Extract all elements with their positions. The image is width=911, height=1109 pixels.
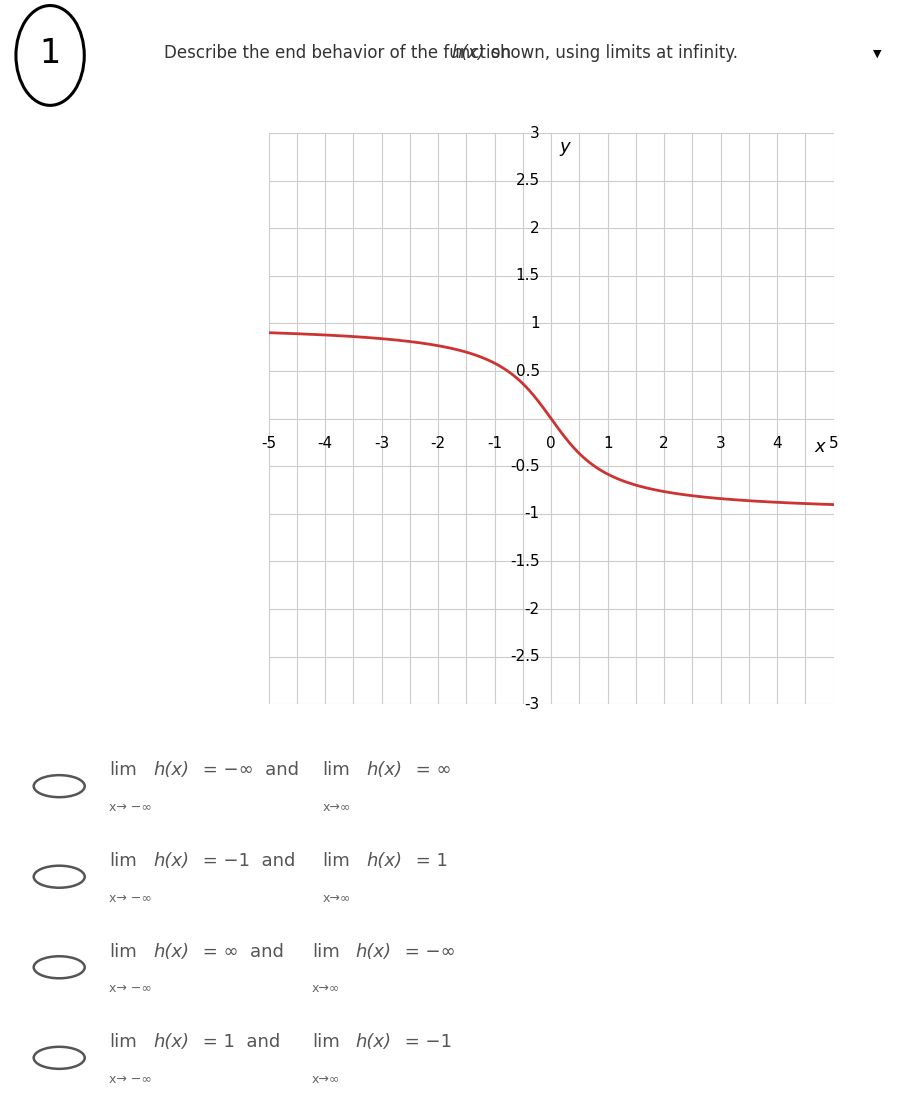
Text: x→∞: x→∞ [312, 983, 341, 996]
Text: lim: lim [109, 762, 137, 780]
Text: -4: -4 [318, 436, 333, 450]
Text: -2.5: -2.5 [510, 649, 540, 664]
Text: h(x): h(x) [451, 44, 485, 62]
Text: x→∞: x→∞ [322, 802, 351, 814]
Text: 0.5: 0.5 [516, 364, 540, 378]
Text: h(x): h(x) [355, 1034, 392, 1051]
Text: 4: 4 [773, 436, 782, 450]
Text: lim: lim [322, 762, 350, 780]
Text: 2: 2 [530, 221, 540, 236]
Text: lim: lim [322, 852, 350, 869]
Text: -5: -5 [261, 436, 276, 450]
Text: = −1  and: = −1 and [197, 852, 307, 869]
Text: = 1: = 1 [410, 852, 448, 869]
Text: 3: 3 [716, 436, 725, 450]
Text: x→∞: x→∞ [312, 1074, 341, 1086]
Text: shown, using limits at infinity.: shown, using limits at infinity. [486, 44, 738, 62]
Text: -3: -3 [374, 436, 389, 450]
Text: Describe the end behavior of the function: Describe the end behavior of the functio… [164, 44, 517, 62]
Text: h(x): h(x) [355, 943, 392, 960]
Text: = −∞  and: = −∞ and [197, 762, 311, 780]
Text: 2.5: 2.5 [516, 173, 540, 189]
Text: -3: -3 [525, 696, 540, 712]
Text: 1.5: 1.5 [516, 268, 540, 284]
Text: = 1  and: = 1 and [197, 1034, 292, 1051]
Text: h(x): h(x) [153, 852, 189, 869]
Text: 0: 0 [547, 436, 556, 450]
Text: -1: -1 [525, 507, 540, 521]
Text: 3: 3 [530, 125, 540, 141]
Text: = −1: = −1 [399, 1034, 453, 1051]
Text: y: y [559, 138, 570, 156]
Text: x: x [814, 438, 824, 456]
Text: = ∞: = ∞ [410, 762, 452, 780]
Text: lim: lim [312, 943, 340, 960]
Text: 1: 1 [603, 436, 612, 450]
Text: h(x): h(x) [153, 943, 189, 960]
Text: 5: 5 [829, 436, 838, 450]
Text: x→ −∞: x→ −∞ [109, 1074, 152, 1086]
Text: lim: lim [109, 1034, 137, 1051]
Text: h(x): h(x) [366, 852, 403, 869]
Text: = −∞: = −∞ [399, 943, 456, 960]
Text: = ∞  and: = ∞ and [197, 943, 295, 960]
Text: -2: -2 [525, 601, 540, 617]
Text: h(x): h(x) [153, 762, 189, 780]
Text: h(x): h(x) [153, 1034, 189, 1051]
Text: -1: -1 [487, 436, 502, 450]
Text: lim: lim [109, 943, 137, 960]
Text: x→∞: x→∞ [322, 892, 351, 905]
Text: -0.5: -0.5 [510, 459, 540, 474]
Text: -2: -2 [431, 436, 445, 450]
Text: x→ −∞: x→ −∞ [109, 892, 152, 905]
Text: lim: lim [109, 852, 137, 869]
Text: 1: 1 [39, 37, 61, 70]
Text: 2: 2 [660, 436, 669, 450]
Text: lim: lim [312, 1034, 340, 1051]
Text: x→ −∞: x→ −∞ [109, 983, 152, 996]
Text: 1: 1 [530, 316, 540, 330]
Text: h(x): h(x) [366, 762, 403, 780]
Text: ▼: ▼ [873, 48, 881, 59]
Text: x→ −∞: x→ −∞ [109, 802, 152, 814]
Text: -1.5: -1.5 [510, 553, 540, 569]
